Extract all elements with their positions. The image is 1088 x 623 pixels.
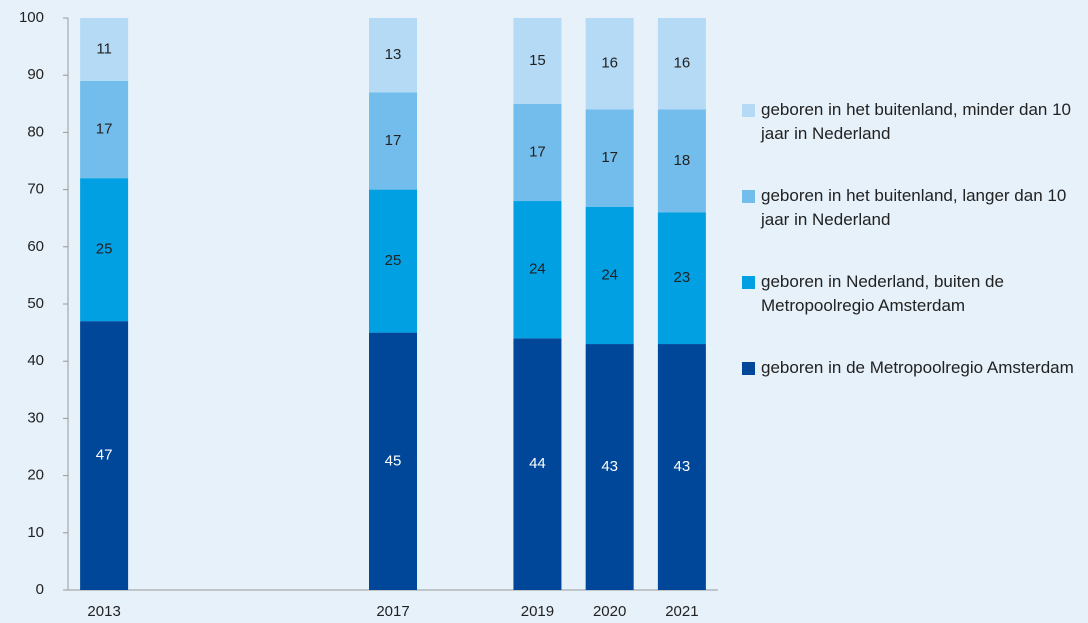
y-tick-label: 10 [27, 524, 44, 541]
y-tick-label: 30 [27, 409, 44, 426]
x-tick-label: 2020 [593, 603, 626, 620]
x-tick-label: 2021 [665, 603, 698, 620]
legend-label: geboren in de Metropoolregio Amsterdam [761, 358, 1074, 377]
data-label: 17 [96, 121, 113, 138]
data-label: 43 [601, 458, 618, 475]
data-label: 44 [529, 455, 546, 472]
data-label: 24 [601, 266, 618, 283]
data-label: 43 [674, 458, 691, 475]
x-tick-label: 2017 [376, 603, 409, 620]
bar-segment [80, 18, 129, 81]
bar-segment [657, 109, 706, 213]
data-label: 24 [529, 261, 546, 278]
legend-label: geboren in het buitenland, minder dan 10… [761, 100, 1072, 143]
data-label: 17 [601, 149, 618, 166]
data-label: 18 [674, 152, 691, 169]
bar-segment [585, 206, 634, 345]
data-label: 15 [529, 52, 546, 69]
bar-segment [513, 18, 562, 104]
y-tick-label: 80 [27, 123, 44, 140]
bar-segment [657, 18, 706, 110]
legend-swatch [742, 104, 755, 117]
data-label: 16 [601, 55, 618, 72]
legend-entry: geboren in de Metropoolregio Amsterdam [742, 356, 1082, 380]
bar-segment [369, 189, 417, 333]
y-tick-label: 20 [27, 467, 44, 484]
bar-segment [80, 80, 129, 179]
bar-segment [585, 18, 634, 110]
data-label: 11 [96, 40, 112, 57]
bar-segment [369, 92, 417, 190]
data-label: 16 [674, 55, 691, 72]
data-label: 47 [96, 447, 113, 464]
y-tick-label: 50 [27, 295, 44, 312]
bar-segment [513, 103, 562, 202]
data-label: 25 [385, 252, 402, 269]
y-tick-label: 60 [27, 238, 44, 255]
legend-label: geboren in Nederland, buiten de Metropoo… [761, 272, 1004, 315]
y-tick-label: 100 [19, 9, 44, 26]
data-label: 25 [96, 241, 113, 258]
x-tick-label: 2019 [521, 603, 554, 620]
data-label: 13 [385, 46, 402, 63]
data-label: 17 [529, 143, 546, 160]
legend-swatch [742, 190, 755, 203]
data-label: 23 [674, 269, 691, 286]
bar-segment [657, 344, 706, 590]
legend-entry: geboren in het buitenland, langer dan 10… [742, 184, 1082, 232]
legend-entry: geboren in het buitenland, minder dan 10… [742, 98, 1082, 146]
y-tick-label: 70 [27, 181, 44, 198]
bar-segment [513, 201, 562, 339]
legend-swatch [742, 362, 755, 375]
bar-segment [369, 332, 417, 590]
y-tick-label: 0 [36, 581, 44, 598]
bar-segment [657, 212, 706, 345]
bar-segment [369, 18, 417, 93]
y-tick-label: 40 [27, 352, 44, 369]
bar-segment [80, 321, 129, 590]
bar-segment [585, 109, 634, 207]
bar-segment [80, 178, 129, 322]
y-tick-label: 90 [27, 66, 44, 83]
bar-segment [513, 338, 562, 590]
data-label: 45 [385, 452, 402, 469]
legend-swatch [742, 276, 755, 289]
legend-entry: geboren in Nederland, buiten de Metropoo… [742, 270, 1082, 318]
bar-segment [585, 344, 634, 590]
legend-label: geboren in het buitenland, langer dan 10… [761, 186, 1067, 229]
data-label: 17 [385, 132, 402, 149]
x-tick-label: 2013 [87, 603, 120, 620]
